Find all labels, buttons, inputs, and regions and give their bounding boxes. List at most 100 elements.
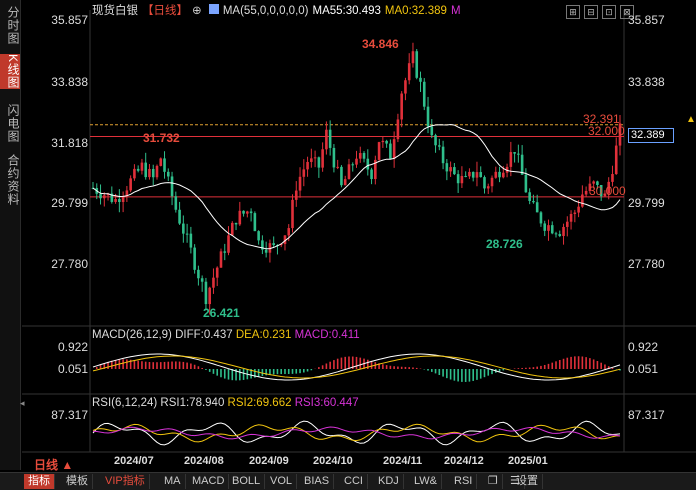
macd-axis-left-0: 0.922 [57,340,88,354]
candle-body [155,165,159,178]
candle-body [396,119,400,140]
price-axis-right-1: 33.838 [628,75,665,89]
candle-body [577,206,580,213]
toolbar-menu-icon[interactable]: ☰ [506,474,525,489]
candle-body [148,168,151,178]
candle-body [230,222,234,236]
candle-body [219,251,223,268]
candle-body [483,177,486,189]
annotation-low: 26.421 [203,306,240,320]
zoom-out-icon[interactable]: ⊟ [584,5,598,19]
annotation-last-high: 32.391 [583,112,620,126]
annotation-mid-low: 28.726 [486,237,523,251]
toolbar-macd[interactable]: MACD [188,474,230,489]
candle-body [197,269,200,279]
candle-body [618,123,622,146]
candle-body [611,174,614,182]
date-label-3: 2024/10 [313,455,353,467]
candle-body [238,210,242,225]
ma-toggle-icon[interactable]: ⊕ [192,5,202,17]
toolbar-boll[interactable]: BOLL [228,474,266,489]
candle-body [261,240,264,250]
candle-body [479,172,483,178]
tab-contract-info[interactable]: 合约资料 [6,154,20,206]
candle-body [592,181,595,184]
macd-axis-right-0: 0.922 [628,340,659,354]
candle-body [445,163,449,172]
toolbar-vip-indicators[interactable]: VIP指标 [101,474,150,489]
price-axis-right-3: 29.799 [628,196,665,210]
candle-body [351,164,355,166]
candle-body [310,158,313,162]
candle-body [415,51,419,78]
candle-body [163,158,166,172]
macd-dea: DEA:0.231 [235,329,292,341]
window-controls: ⊞ ⊟ ⊡ ⊠ [562,2,634,20]
tab-flash-chart[interactable]: 闪电图 [6,104,20,143]
macd-axis-left-1: 0.051 [57,362,88,376]
candle-body [554,233,558,235]
date-label-0: 2024/07 [114,455,154,467]
date-axis: 2024/07 2024/08 2024/09 2024/10 2024/11 … [30,455,626,469]
rsi-axis-right-0: 87.317 [628,408,665,422]
candle-body [581,194,584,207]
toolbar-ma[interactable]: MA [160,474,186,489]
price-axis-right-4: 27.780 [628,257,665,271]
price-axis-right-0: 35.857 [628,13,665,27]
candle-body [355,158,358,165]
candle-body [407,63,411,81]
crosshair-icon[interactable]: ⊡ [602,5,616,19]
candle-body [464,175,467,177]
tab-kline-chart[interactable]: K线图 [0,54,20,90]
candle-body [498,171,501,178]
toolbar-template[interactable]: 模板 [62,474,93,489]
dropdown-arrow-icon: ▲ [58,458,74,472]
candle-body [294,190,298,200]
fullscreen-icon[interactable]: ⊠ [620,5,634,19]
candle-body [215,267,219,278]
period-label[interactable]: 【日线】 [142,5,188,17]
candle-body [502,172,505,178]
ma0-value: MA0:32.389 [384,5,447,17]
candle-body [343,179,347,186]
candle-body [291,199,294,229]
candle-body [513,152,516,154]
candle-body [520,154,524,175]
candle-body [603,193,607,197]
period-selector[interactable]: 日线 ▲ [34,456,73,473]
zoom-in-icon[interactable]: ⊞ [566,5,580,19]
candle-body [204,281,208,305]
candle-body [298,176,302,191]
toolbar-bias[interactable]: BIAS [300,474,335,489]
candle-body [328,129,332,148]
candle-body [573,212,577,214]
toolbar-kdj[interactable]: KDJ [374,474,404,489]
toolbar-lw[interactable]: LW& [410,474,443,489]
candle-body [607,181,611,194]
candle-body [509,152,513,167]
annotation-high: 34.846 [362,37,399,51]
ma-settings-icon[interactable] [208,4,219,14]
collapse-icon[interactable]: ◂ [20,398,25,408]
candle-body [279,244,283,246]
tab-time-chart[interactable]: 分时图 [6,6,20,45]
candle-body [99,193,102,199]
candle-body [174,196,178,210]
candle-body [524,174,528,193]
candle-body [133,168,136,179]
candle-body [234,222,238,225]
candle-body [347,164,351,180]
toolbar-settings[interactable]: 设置 [512,474,543,489]
toolbar-cci[interactable]: CCI [340,474,368,489]
toolbar-vol[interactable]: VOL [266,474,298,489]
candle-body [588,183,592,191]
candle-body [449,167,452,172]
alert-arrow-icon[interactable]: ▲ [686,114,696,125]
toolbar-rsi[interactable]: RSI [450,474,478,489]
candle-body [584,190,588,195]
toolbar-indicators[interactable]: 指标 [24,474,55,489]
candle-body [404,80,407,94]
candle-body [336,166,339,168]
toolbar-window-icon[interactable]: ❐ [484,474,503,489]
